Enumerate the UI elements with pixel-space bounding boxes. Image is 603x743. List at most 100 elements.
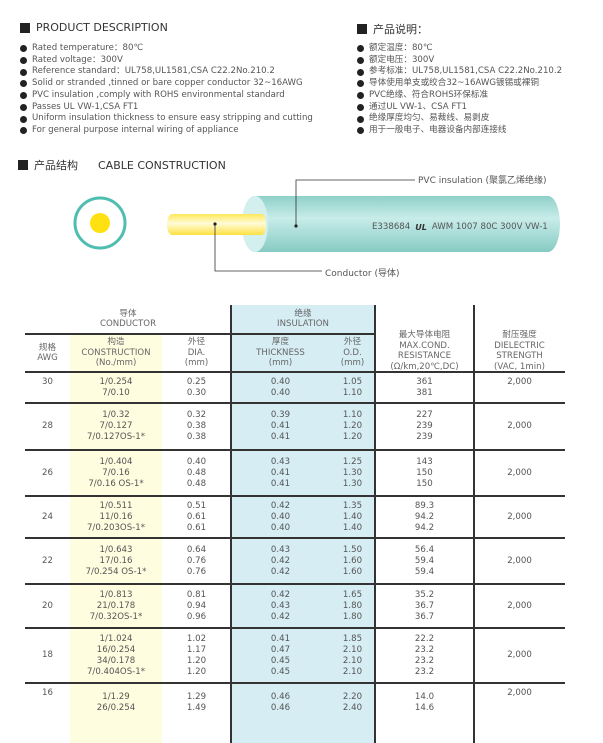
item-text: Reference standard：UL758,UL1581,CSA C22.… (32, 66, 275, 77)
cell-line: 23.2 (414, 644, 435, 655)
insulation-column-bg (231, 305, 375, 743)
cell-value: 26 (42, 467, 53, 478)
cell-line: 361 (416, 376, 433, 387)
cell-dia: 0.64 0.76 0.76 (162, 538, 231, 584)
table-row: 30 1/0.254 7/0.10 0.25 0.30 0.40 0.40 1.05 1.10 3… (25, 372, 565, 403)
item-text: 额定电压：300V (369, 54, 435, 65)
cell-line: 0.42 (270, 500, 291, 511)
cross-section-icon (73, 196, 127, 250)
print-code: E338684 (372, 222, 411, 232)
cell-line: 1/0.643 (99, 544, 133, 555)
header-line: 最大导体电阻 (398, 330, 451, 340)
description-list-cn: 额定温度：80℃ 额定电压：300V 参考标准：UL758,UL1581,CSA C… (357, 43, 562, 137)
header-line: DIELECTRIC (494, 340, 545, 351)
bullet-icon (357, 127, 364, 135)
cell-line: 36.7 (414, 611, 435, 622)
description-item: 额定温度：80℃ (357, 43, 562, 55)
cable-diagram (73, 179, 560, 272)
header-group-divider (25, 333, 375, 335)
row-divider (25, 583, 565, 585)
column-divider (473, 305, 475, 743)
cell-line: 0.96 (186, 611, 207, 622)
cell-awg: 22 (25, 538, 70, 584)
cell-line: 1.35 (342, 500, 363, 511)
cell-dia: 0.40 0.48 0.48 (162, 450, 231, 496)
cell-line: 227 (416, 410, 433, 420)
description-item: Passes UL VW-1,CSA FT1 (20, 102, 313, 114)
cell-line: 59.4 (414, 555, 435, 566)
table-row: 24 1/0.511 11/0.16 7/0.203OS-1* 0.51 0.61 0.61… (25, 496, 565, 538)
cell-line: 7/0.254 OS-1* (85, 566, 147, 577)
cell-line: 7/0.16 OS-1* (88, 478, 144, 489)
cable-construction-title: 产品结构 CABLE CONSTRUCTION (18, 157, 226, 173)
bullet-icon (357, 45, 364, 53)
cell-line: 1.50 (342, 544, 363, 555)
bullet-icon (20, 45, 27, 53)
cell-resistance: 22.2 23.2 23.2 23.2 (375, 628, 474, 683)
row-divider (25, 682, 565, 684)
description-item: PVC绝缘、符合ROHS环保标准 (357, 90, 562, 102)
cell-resistance: 56.4 59.4 59.4 (375, 538, 474, 584)
item-text: 导体使用单支或绞合32~16AWG镀锡或裸铜 (369, 78, 539, 89)
specification-table: 导体 CONDUCTOR 绝缘 INSULATION 规格 AWG 构造 CONSTRUCTI… (25, 305, 565, 743)
cell-thickness: 0.46 0.46 (231, 683, 330, 723)
cell-line: 14.6 (414, 703, 435, 713)
cell-awg: 30 (25, 372, 70, 403)
header-line: CONDUCTOR (99, 319, 157, 329)
cell-line: 0.38 (186, 432, 207, 442)
cell-line: 0.40 (270, 376, 291, 387)
column-divider (230, 305, 232, 743)
cell-awg: 18 (25, 628, 70, 683)
cell-line: 7/0.16 (102, 467, 130, 478)
conductor-label: Conductor (导体) (325, 269, 400, 279)
header-line: MAX.COND. (399, 340, 450, 351)
cell-line: 94.2 (414, 522, 435, 533)
table-row: 26 1/0.404 7/0.16 7/0.16 OS-1* 0.40 0.48 0.48 0… (25, 450, 565, 496)
cell-line: 23.2 (414, 666, 435, 677)
cell-line: 1/1.024 (99, 633, 133, 644)
square-bullet-icon (18, 160, 28, 170)
cell-dia: 0.51 0.61 0.61 (162, 496, 231, 538)
table-row: 22 1/0.643 17/0.16 7/0.254 OS-1* 0.64 0.76 0.7… (25, 538, 565, 584)
cell-value: 2,000 (507, 555, 532, 566)
table-row: 20 1/0.813 21/0.178 7/0.32OS-1* 0.81 0.94 0.96… (25, 584, 565, 628)
cell-line: 7/0.10 (102, 387, 130, 398)
cell-line: 1.02 (186, 633, 207, 644)
cell-value: 30 (42, 377, 53, 387)
cell-line: 1.40 (342, 522, 363, 533)
cell-line: 239 (416, 421, 433, 431)
description-item: Solid or stranded ,tinned or bare copper… (20, 78, 313, 90)
cell-resistance: 361 381 (375, 372, 474, 403)
bullet-icon (20, 115, 27, 123)
bullet-icon (357, 92, 364, 100)
cell-line: 143 (416, 456, 433, 467)
header-line: (VAC, 1min) (494, 361, 545, 372)
cell-line: 0.47 (270, 644, 291, 655)
cell-line: 0.43 (270, 456, 291, 467)
header-line: 外径 (343, 337, 362, 348)
row-divider (25, 449, 565, 451)
cell-construction: 1/1.29 26/0.254 (70, 683, 162, 723)
cell-line: 7/0.32OS-1* (89, 611, 143, 622)
cell-line: 1.05 (342, 376, 363, 387)
print-text: AWM 1007 80C 300V VW-1 (431, 222, 548, 232)
cell-construction: 1/0.511 11/0.16 7/0.203OS-1* (70, 496, 162, 538)
cell-value: 20 (42, 600, 53, 611)
cell-thickness: 0.43 0.42 0.42 (231, 538, 330, 584)
cell-line: 2.10 (342, 644, 363, 655)
cell-value: 24 (42, 511, 53, 522)
cell-dia: 1.29 1.49 (162, 683, 231, 723)
header-line: RESISTANCE (397, 351, 452, 361)
cell-line: 0.76 (186, 566, 207, 577)
cell-line: 59.4 (414, 566, 435, 577)
cell-line: 1.80 (342, 600, 363, 611)
header-dia: 外径 DIA. (mm) (162, 335, 231, 371)
product-description-title-cn: 产品说明： (357, 21, 428, 37)
insulation-leader-line (295, 179, 415, 226)
cell-line: 0.32 (186, 410, 207, 420)
title-text: 产品说明： (373, 23, 428, 36)
cell-dielectric: 2,000 (474, 403, 565, 450)
cell-resistance: 35.2 36.7 36.7 (375, 584, 474, 628)
cell-line: 0.40 (270, 511, 291, 522)
cell-thickness: 0.42 0.43 0.42 (231, 584, 330, 628)
